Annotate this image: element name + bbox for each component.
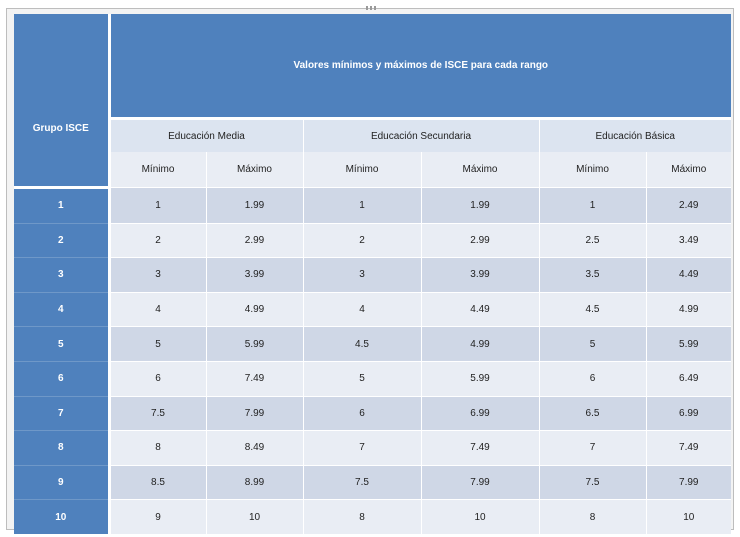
max-value-cell: 7.99 [205,395,303,431]
level-header-basica: Educación Básica [538,118,732,152]
min-value-cell: 4 [108,291,206,327]
grupo-cell: 7 [14,395,111,431]
table-row: 7 7.5 7.99 6 6.99 6.5 6.99 [14,395,732,431]
min-value-cell: 6.5 [538,395,646,431]
grupo-cell: 2 [14,222,111,258]
max-value-cell: 5.99 [420,360,539,397]
table-row: 5 5 5.99 4.5 4.99 5 5.99 [14,326,732,362]
min-value-cell: 9 [108,499,206,534]
max-value-cell: 2.99 [420,222,539,258]
max-value-cell: 4.99 [645,291,732,327]
max-value-cell: 10 [645,499,732,534]
min-value-cell: 6 [302,395,421,431]
max-header: Máximo [420,152,539,188]
min-value-cell: 1 [302,187,421,224]
min-value-cell: 4 [302,291,421,327]
min-value-cell: 1 [108,187,206,224]
min-value-cell: 2 [302,222,421,258]
table-row: 6 6 7.49 5 5.99 6 6.49 [14,360,732,397]
max-header: Máximo [205,152,303,188]
min-value-cell: 5 [538,326,646,362]
max-value-cell: 4.49 [645,257,732,293]
max-value-cell: 1.99 [205,187,303,224]
grupo-cell: 10 [14,499,111,534]
min-value-cell: 7 [302,430,421,466]
max-value-cell: 7.99 [420,464,539,500]
max-value-cell: 8.99 [205,464,303,500]
max-header: Máximo [645,152,732,188]
min-value-cell: 8 [538,499,646,534]
max-value-cell: 6.99 [420,395,539,431]
min-value-cell: 2.5 [538,222,646,258]
max-value-cell: 7.49 [645,430,732,466]
grupo-cell: 6 [14,360,111,397]
min-header: Mínimo [108,152,206,188]
min-value-cell: 6 [108,360,206,397]
max-value-cell: 8.49 [205,430,303,466]
table-row: 2 2 2.99 2 2.99 2.5 3.49 [14,222,732,258]
max-value-cell: 2.49 [645,187,732,224]
max-value-cell: 4.99 [205,291,303,327]
min-value-cell: 3.5 [538,257,646,293]
grupo-cell: 9 [14,464,111,500]
level-header-secundaria: Educación Secundaria [302,118,539,152]
min-value-cell: 4.5 [302,326,421,362]
min-value-cell: 8 [302,499,421,534]
isce-table: Grupo ISCE Valores mínimos y máximos de … [14,14,732,534]
max-value-cell: 10 [420,499,539,534]
resize-handle-top[interactable] [366,6,376,10]
min-value-cell: 2 [108,222,206,258]
max-value-cell: 6.99 [645,395,732,431]
min-value-cell: 8 [108,430,206,466]
min-value-cell: 3 [302,257,421,293]
min-header: Mínimo [538,152,646,188]
max-value-cell: 3.49 [645,222,732,258]
max-value-cell: 7.49 [205,360,303,397]
max-value-cell: 4.49 [420,291,539,327]
min-value-cell: 6 [538,360,646,397]
min-value-cell: 3 [108,257,206,293]
min-value-cell: 7.5 [108,395,206,431]
max-value-cell: 7.49 [420,430,539,466]
grupo-cell: 3 [14,257,111,293]
table-row: 10 9 10 8 10 8 10 [14,499,732,534]
min-value-cell: 7 [538,430,646,466]
min-value-cell: 1 [538,187,646,224]
min-header: Mínimo [302,152,421,188]
max-value-cell: 3.99 [205,257,303,293]
max-value-cell: 1.99 [420,187,539,224]
max-value-cell: 3.99 [420,257,539,293]
grupo-header-label: Grupo ISCE [32,122,89,134]
max-value-cell: 2.99 [205,222,303,258]
grupo-header: Grupo ISCE [14,14,111,189]
min-value-cell: 4.5 [538,291,646,327]
max-value-cell: 4.99 [420,326,539,362]
max-value-cell: 5.99 [205,326,303,362]
table-row: 3 3 3.99 3 3.99 3.5 4.49 [14,257,732,293]
level-header-media: Educación Media [108,118,303,152]
min-value-cell: 5 [302,360,421,397]
table-row: 4 4 4.99 4 4.49 4.5 4.99 [14,291,732,327]
min-value-cell: 7.5 [538,464,646,500]
max-value-cell: 10 [205,499,303,534]
max-value-cell: 5.99 [645,326,732,362]
table-title: Valores mínimos y máximos de ISCE para c… [109,14,732,120]
min-value-cell: 8.5 [108,464,206,500]
min-value-cell: 5 [108,326,206,362]
grupo-cell: 5 [14,326,111,362]
grupo-cell: 1 [14,187,111,224]
table-row: 9 8.5 8.99 7.5 7.99 7.5 7.99 [14,464,732,500]
min-value-cell: 7.5 [302,464,421,500]
table-row: 1 1 1.99 1 1.99 1 2.49 [14,187,732,224]
max-value-cell: 7.99 [645,464,732,500]
max-value-cell: 6.49 [645,360,732,397]
grupo-cell: 8 [14,430,111,466]
grupo-cell: 4 [14,291,111,327]
table-row: 8 8 8.49 7 7.49 7 7.49 [14,430,732,466]
